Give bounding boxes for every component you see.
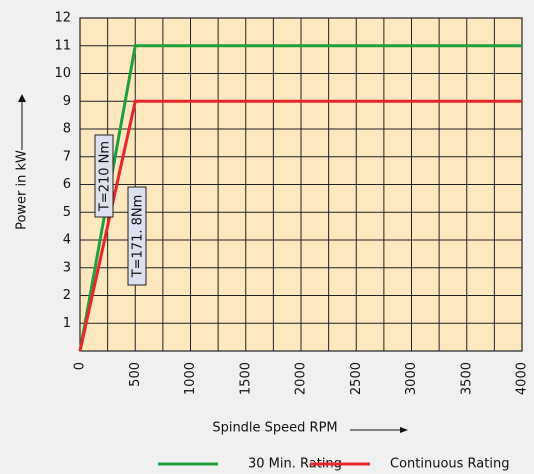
y-tick-label: 12	[54, 11, 71, 26]
x-tick-label: 1000	[183, 362, 198, 395]
y-tick-label: 6	[63, 177, 71, 192]
x-axis-label: Spindle Speed RPM	[212, 421, 337, 436]
y-tick-label: 3	[63, 260, 71, 275]
x-tick-label: 0	[73, 362, 88, 370]
annotation: T=210 Nm	[98, 141, 113, 212]
x-tick-label: 3000	[404, 362, 419, 395]
x-tick-label: 2500	[349, 362, 364, 395]
annotation-box	[127, 186, 147, 286]
x-tick-label: 3500	[459, 362, 474, 395]
x-tick-label: 2000	[294, 362, 309, 395]
line	[78, 99, 522, 352]
y-tick-label: 1	[63, 316, 71, 331]
y-tick-label: 5	[63, 205, 71, 220]
x-tick-label: 4000	[515, 362, 530, 395]
x-tick-label: 500	[128, 362, 143, 387]
y-tick-label: 7	[63, 149, 71, 164]
annotation-box	[94, 134, 114, 218]
annotation: T=171. 8Nm	[131, 195, 146, 279]
legend-label: Continuous Rating	[390, 457, 509, 472]
y-tick-label: 8	[63, 122, 71, 137]
x-arrowhead	[400, 427, 408, 433]
y-axis-label: Power in kW	[15, 150, 30, 230]
y-tick-label: 4	[63, 233, 71, 248]
plot-border	[79, 17, 523, 352]
y-tick-label: 2	[63, 288, 71, 303]
y-tick-label: 11	[54, 38, 71, 53]
y-arrowhead	[18, 94, 26, 102]
y-tick-label: 10	[54, 66, 71, 81]
line	[78, 44, 522, 352]
legend-label: 30 Min. Rating	[248, 457, 342, 472]
x-tick-label: 1500	[238, 362, 253, 395]
y-tick-label: 9	[63, 94, 71, 109]
